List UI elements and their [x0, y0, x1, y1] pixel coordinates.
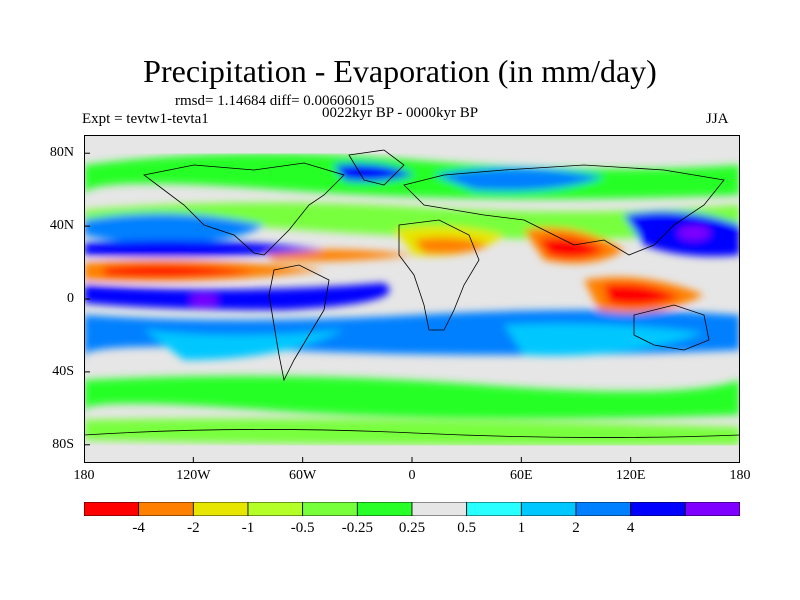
experiment-label: Expt = tevtw1-tevta1: [82, 111, 209, 127]
colorbar-box: [575, 502, 632, 516]
colorbar-box: [520, 502, 577, 516]
colorbar-box: [411, 502, 468, 516]
lat-tick-label: 0: [67, 291, 74, 306]
colorbar-box: [356, 502, 413, 516]
coastlines: [84, 149, 740, 438]
map-plot: [84, 135, 740, 463]
colorbar-box: [630, 502, 686, 516]
colorbar-label: -2: [187, 520, 200, 536]
lon-tick-label: 180: [73, 468, 95, 483]
colorbar-box: [684, 502, 740, 516]
colorbar-label: -0.5: [290, 520, 315, 536]
axis-ticks: [84, 152, 740, 463]
lon-tick-label: 120W: [176, 468, 211, 483]
colorbar-box: [84, 502, 140, 516]
season-label: JJA: [706, 111, 729, 127]
colorbar-label: 0.5: [457, 520, 477, 536]
colorbar-box: [138, 502, 194, 516]
colorbar-box: [302, 502, 358, 516]
lat-tick-label: 80N: [49, 145, 74, 161]
colorbar-box: [247, 502, 304, 516]
colorbar: [84, 502, 740, 516]
colorbar-label: 4: [626, 520, 635, 536]
chart-title: Precipitation - Evaporation (in mm/day): [143, 53, 657, 89]
field-shading: [84, 153, 740, 446]
lon-tick-label: 120E: [615, 468, 646, 483]
colorbar-label: 0.25: [398, 520, 426, 536]
stats-text: rmsd= 1.14684 diff= 0.00606015: [175, 93, 375, 109]
lon-tick-label: 0: [408, 468, 416, 483]
colorbar-label: -4: [132, 520, 145, 536]
lat-tick-label: 40S: [52, 363, 74, 379]
lon-tick-label: 180: [729, 468, 751, 483]
lon-tick-label: 60E: [510, 468, 533, 483]
period-label: 0022kyr BP - 0000kyr BP: [322, 105, 479, 121]
colorbar-box: [466, 502, 522, 516]
lat-tick-label: 40N: [49, 218, 74, 234]
colorbar-label: -0.25: [341, 520, 373, 536]
lat-tick-label: 80S: [52, 436, 74, 452]
colorbar-label: -1: [241, 520, 255, 536]
colorbar-label: 2: [572, 520, 580, 536]
lon-tick-label: 60W: [289, 468, 317, 483]
colorbar-label: 1: [517, 520, 526, 536]
colorbar-box: [192, 502, 249, 516]
